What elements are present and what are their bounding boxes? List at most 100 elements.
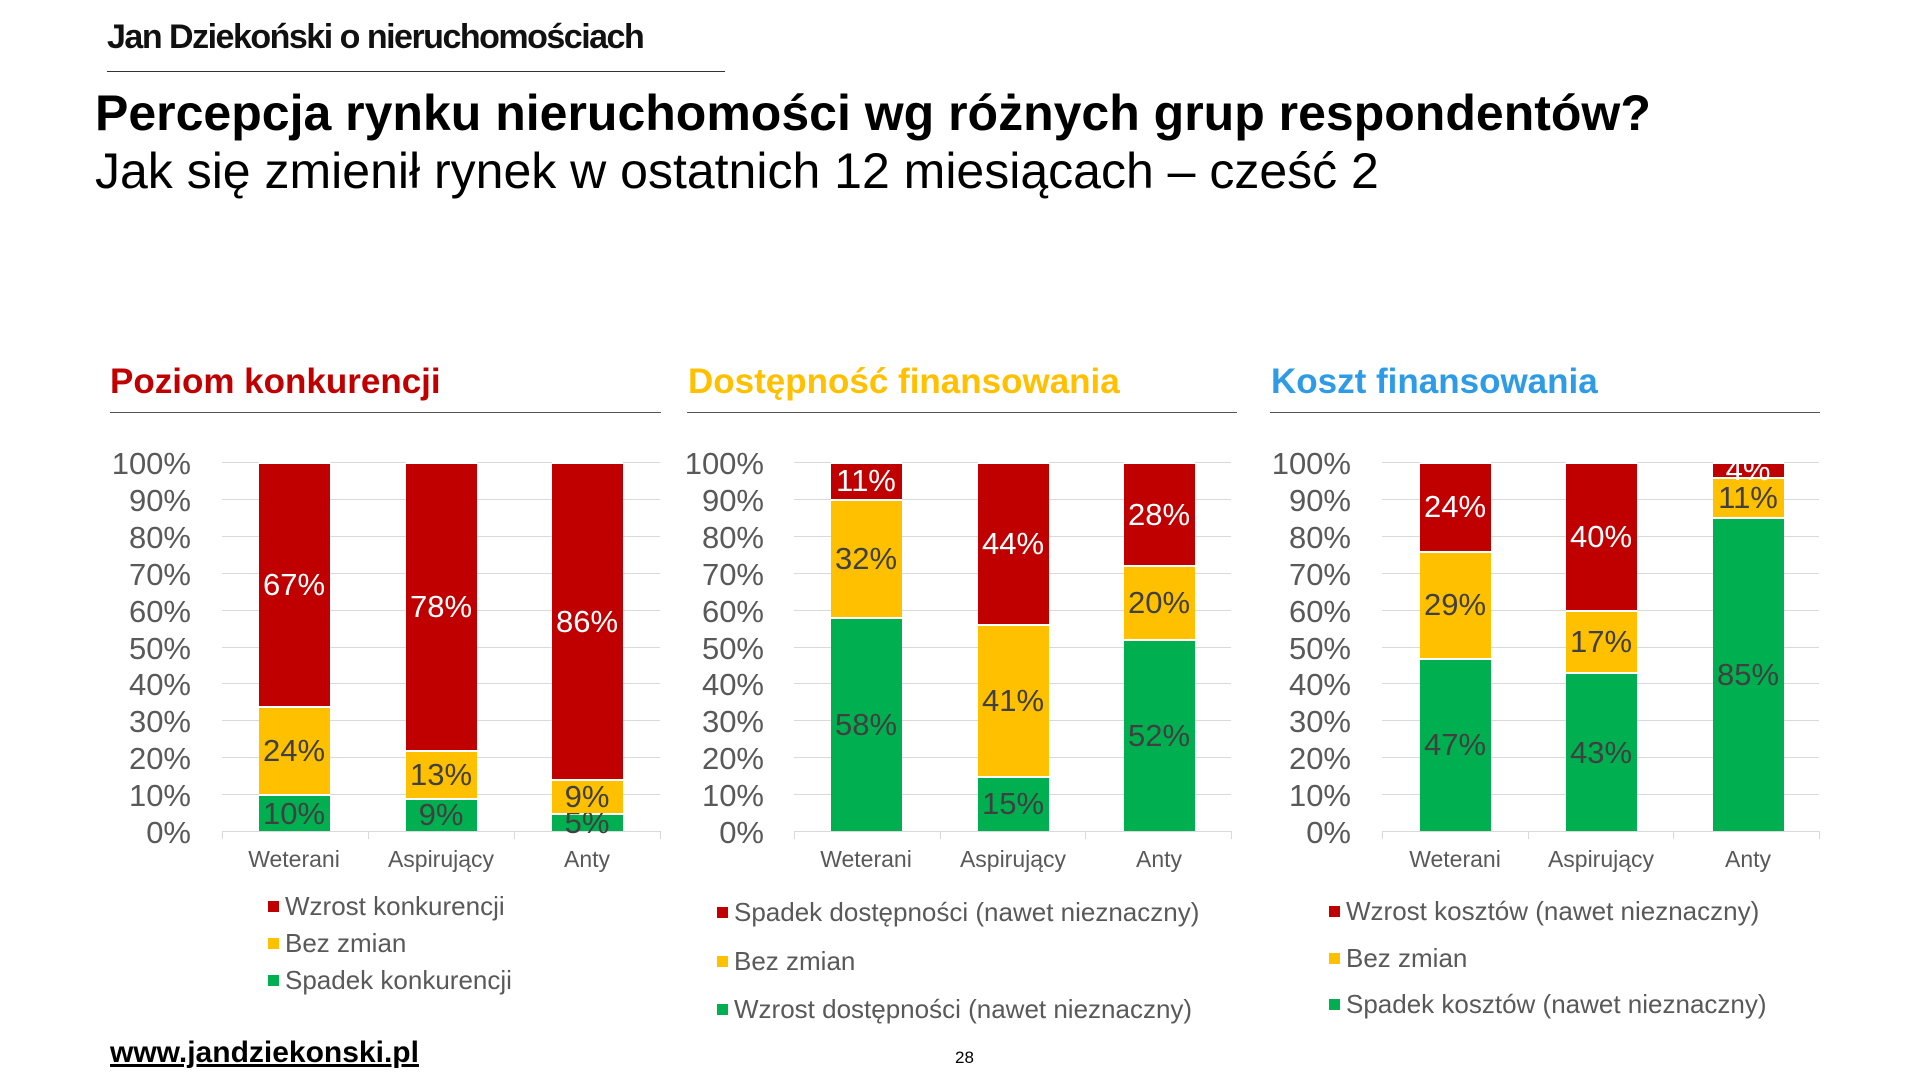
legend-item: Spadek konkurencji (268, 965, 512, 996)
data-label: 85% (1716, 657, 1780, 693)
x-tick-label: Anty (563, 846, 611, 872)
data-label: 11% (1718, 480, 1778, 516)
data-label: 78% (409, 588, 473, 624)
gridline (222, 831, 660, 832)
data-label: 47% (1423, 727, 1487, 763)
y-tick-label: 10% (1288, 778, 1351, 814)
data-label: 67% (262, 566, 326, 602)
legend-label: Spadek dostępności (nawet nieznaczny) (734, 897, 1200, 927)
bar-segment (830, 462, 902, 499)
bar-segment (1565, 672, 1637, 831)
legend-marker (268, 901, 279, 912)
y-tick-label: 60% (128, 593, 191, 629)
x-tick-label: Weterani (820, 846, 912, 872)
data-label: 32% (834, 540, 898, 576)
bar-segment (830, 498, 902, 617)
bar-segment (405, 749, 477, 798)
data-label: 52% (1127, 718, 1191, 754)
data-label: 10% (262, 795, 326, 831)
data-label: 40% (1569, 518, 1633, 554)
category-tick (222, 831, 223, 839)
bar-segment (1565, 462, 1637, 610)
y-tick-label: 20% (128, 741, 191, 777)
x-tick-label: Aspirujący (959, 846, 1067, 872)
brand-logo-text: Jan Dziekoński o nieruchomościach (107, 18, 645, 56)
page-number: 28 (955, 1048, 974, 1067)
y-tick-label: 50% (128, 630, 191, 666)
y-tick-label: 50% (701, 630, 764, 666)
data-label: 44% (981, 526, 1045, 562)
x-tick-label: Weterani (248, 846, 340, 872)
data-label: 58% (834, 706, 898, 742)
category-tick (1231, 831, 1232, 839)
y-tick-label: 10% (701, 778, 764, 814)
y-tick-label: 0% (719, 815, 764, 850)
legend-marker (1329, 953, 1340, 964)
legend-label: Spadek konkurencji (285, 965, 512, 995)
category-tick (514, 831, 515, 839)
y-tick-label: 60% (701, 593, 764, 629)
y-tick-label: 70% (701, 556, 764, 592)
y-tick-label: 100% (684, 446, 764, 481)
data-label: 24% (262, 732, 326, 768)
bar-segment (977, 624, 1049, 776)
data-label: 4% (1725, 452, 1771, 488)
bar-segment (551, 779, 623, 813)
y-tick-label: 40% (701, 667, 764, 703)
y-tick-label: 70% (1288, 556, 1351, 592)
data-label: 13% (409, 756, 473, 792)
y-tick-label: 80% (701, 519, 764, 555)
website-link[interactable]: www.jandziekonski.pl (110, 1036, 419, 1069)
y-tick-label: 90% (1288, 482, 1351, 518)
chart-title-divider (110, 412, 661, 413)
x-tick-label: Anty (1724, 846, 1772, 872)
chart-title-divider (1270, 412, 1820, 413)
legend-label: Spadek kosztów (nawet nieznaczny) (1346, 989, 1767, 1019)
y-tick-label: 40% (128, 667, 191, 703)
bar-segment (1123, 565, 1195, 640)
legend-item: Spadek kosztów (nawet nieznaczny) (1329, 989, 1767, 1020)
y-tick-label: 20% (1288, 741, 1351, 777)
legend-label: Bez zmian (734, 946, 856, 976)
data-label: 17% (1569, 623, 1633, 659)
bar-segment (1712, 517, 1784, 831)
brand-underline (107, 71, 725, 72)
legend-label: Wzrost kosztów (nawet nieznaczny) (1346, 896, 1760, 926)
bar-segment (258, 794, 330, 831)
bar-segment (1419, 462, 1491, 551)
page-subtitle: Jak się zmienił rynek w ostatnich 12 mie… (95, 143, 1379, 199)
y-tick-label: 70% (128, 556, 191, 592)
gridline (1382, 831, 1819, 832)
data-label: 9% (418, 797, 464, 833)
y-tick-label: 60% (1288, 593, 1351, 629)
bar-segment (551, 462, 623, 780)
chart-title-availability: Dostępność finansowania (688, 362, 1120, 401)
bar-segment (258, 462, 330, 706)
legend-label: Wzrost konkurencji (285, 891, 505, 921)
legend-label: Bez zmian (1346, 943, 1468, 973)
x-tick-label: Weterani (1409, 846, 1501, 872)
data-label: 29% (1423, 587, 1487, 623)
category-tick (1382, 831, 1383, 839)
data-label: 28% (1127, 496, 1191, 532)
bar-segment (1565, 609, 1637, 673)
category-tick (794, 831, 795, 839)
y-tick-label: 50% (1288, 630, 1351, 666)
category-tick (1085, 831, 1087, 839)
chart-title-competition: Poziom konkurencji (110, 362, 441, 401)
chart-title-divider (687, 412, 1237, 413)
bar-segment (1712, 462, 1784, 477)
bar-segment (830, 616, 902, 831)
y-tick-label: 80% (1288, 519, 1351, 555)
legend-marker (1329, 999, 1340, 1010)
y-tick-label: 20% (701, 741, 764, 777)
y-tick-label: 30% (128, 704, 191, 740)
bar-segment (977, 462, 1049, 625)
x-tick-label: Aspirujący (1547, 846, 1655, 872)
y-tick-label: 90% (128, 482, 191, 518)
legend-item: Bez zmian (1329, 943, 1467, 974)
legend-item: Wzrost dostępności (nawet nieznaczny) (717, 994, 1192, 1025)
bar-segment (1712, 476, 1784, 518)
category-tick (1527, 831, 1529, 839)
bar-segment (1123, 639, 1195, 831)
